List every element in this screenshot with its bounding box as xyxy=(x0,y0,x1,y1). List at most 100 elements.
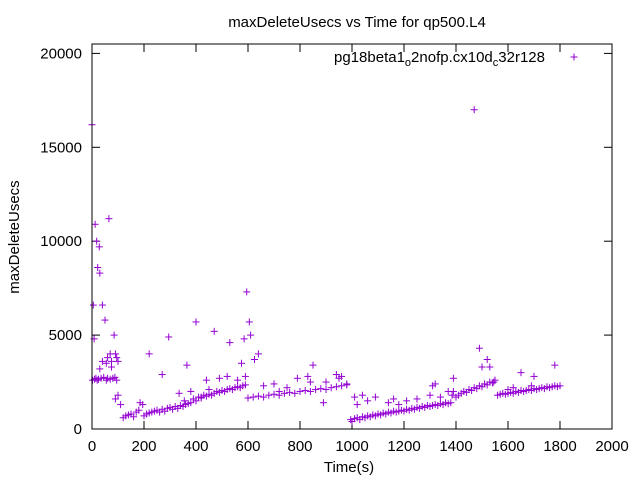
data-point xyxy=(509,384,517,392)
y-tick-label: 0 xyxy=(74,421,82,438)
data-point xyxy=(187,387,195,395)
data-point xyxy=(104,354,112,362)
data-point xyxy=(114,357,122,365)
data-point xyxy=(91,220,99,228)
data-point xyxy=(158,371,166,379)
data-point xyxy=(244,394,252,402)
data-point xyxy=(296,387,304,395)
data-point xyxy=(483,356,491,364)
data-point xyxy=(260,393,268,401)
x-tick-label: 1800 xyxy=(543,438,576,455)
data-point xyxy=(192,397,200,405)
data-point xyxy=(93,376,101,384)
data-point xyxy=(223,372,231,380)
y-axis-label: maxDeleteUsecs xyxy=(6,180,23,293)
data-point xyxy=(527,382,535,390)
data-point xyxy=(306,387,314,395)
x-tick-label: 600 xyxy=(235,438,260,455)
data-point xyxy=(347,416,355,424)
data-point xyxy=(353,401,361,409)
data-point xyxy=(332,383,340,391)
x-tick-label: 200 xyxy=(131,438,156,455)
data-point xyxy=(327,384,335,392)
data-point xyxy=(448,391,456,399)
data-point xyxy=(254,350,262,358)
data-point xyxy=(89,301,97,309)
data-point xyxy=(110,331,118,339)
data-point xyxy=(475,344,483,352)
data-point xyxy=(286,388,294,396)
y-tick-labels: 0 5000 10000 15000 20000 xyxy=(40,45,612,438)
data-point xyxy=(145,350,153,358)
data-point xyxy=(114,391,122,399)
data-point xyxy=(175,389,183,397)
data-point xyxy=(343,381,351,389)
data-point xyxy=(215,374,223,382)
data-point xyxy=(210,327,218,335)
data-point xyxy=(517,369,525,377)
data-point xyxy=(470,106,478,114)
data-point xyxy=(426,391,434,399)
x-tick-label: 1200 xyxy=(387,438,420,455)
data-point xyxy=(139,401,147,409)
data-point xyxy=(241,372,249,380)
data-point xyxy=(241,381,249,389)
x-tick-label: 2000 xyxy=(595,438,628,455)
data-point xyxy=(364,397,372,405)
data-point xyxy=(105,215,113,223)
data-point xyxy=(275,387,283,395)
data-point xyxy=(254,392,262,400)
data-point xyxy=(384,399,392,407)
data-point xyxy=(240,335,248,343)
data-point xyxy=(111,395,119,403)
data-point xyxy=(249,393,257,401)
data-point xyxy=(130,413,138,421)
data-point xyxy=(449,374,457,382)
data-point xyxy=(135,406,143,414)
data-point xyxy=(113,354,121,362)
data-point xyxy=(226,339,234,347)
data-point xyxy=(102,359,110,367)
x-tick-labels: 0 200 400 600 800 1000 1200 1400 1600 1800 2000 xyxy=(88,44,629,455)
legend: pg18beta1o2nofp.cx10dc32r128 xyxy=(334,49,578,69)
data-point xyxy=(322,378,330,386)
data-point xyxy=(322,386,330,394)
data-point xyxy=(96,269,104,277)
data-point xyxy=(243,288,251,296)
data-point xyxy=(486,363,494,371)
data-point xyxy=(449,387,457,395)
data-point xyxy=(96,365,104,373)
data-point xyxy=(180,397,188,405)
x-tick-label: 0 xyxy=(88,438,96,455)
data-point xyxy=(98,357,106,365)
data-point xyxy=(447,399,455,407)
x-tick-label: 800 xyxy=(287,438,312,455)
data-point xyxy=(390,395,398,403)
data-point xyxy=(490,378,498,386)
x-tick-label: 1000 xyxy=(335,438,368,455)
x-axis-label: Time(s) xyxy=(324,459,374,476)
data-point xyxy=(247,331,255,339)
data-point xyxy=(478,363,486,371)
chart-title: maxDeleteUsecs vs Time for qp500.L4 xyxy=(228,14,486,31)
data-point xyxy=(251,356,258,364)
data-point xyxy=(431,380,439,388)
y-tick-label: 15000 xyxy=(40,139,82,156)
data-point xyxy=(358,391,366,399)
legend-label: pg18beta1o2nofp.cx10dc32r128 xyxy=(334,49,545,69)
data-point xyxy=(95,243,103,251)
data-point xyxy=(319,399,327,407)
data-point xyxy=(293,374,301,382)
data-point xyxy=(371,393,379,401)
x-tick-label: 400 xyxy=(183,438,208,455)
data-point xyxy=(101,316,109,324)
data-point xyxy=(202,376,210,384)
data-point xyxy=(94,263,102,271)
data-point xyxy=(117,401,125,409)
data-point xyxy=(265,391,273,399)
data-point xyxy=(551,361,559,369)
y-tick-label: 20000 xyxy=(40,45,82,62)
data-point xyxy=(395,401,403,409)
data-point xyxy=(245,318,253,326)
